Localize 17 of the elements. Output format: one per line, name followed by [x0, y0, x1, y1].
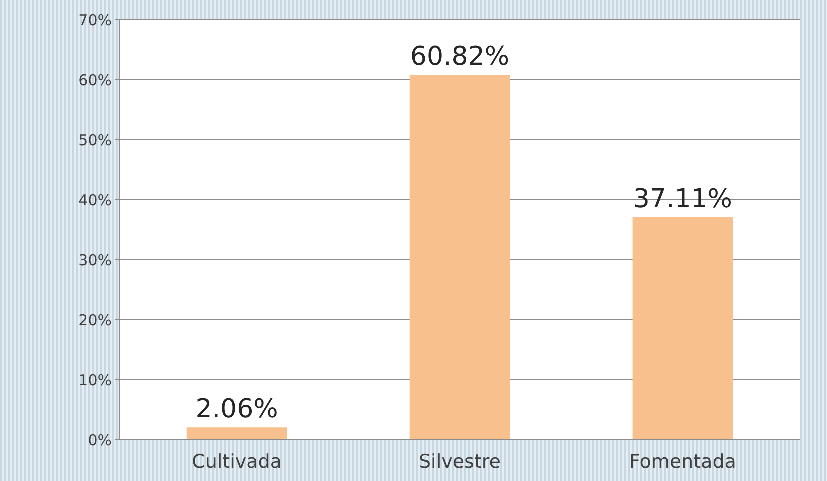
- bar: [186, 428, 288, 440]
- y-tick-label: 70%: [78, 11, 112, 30]
- x-tick-label: Silvestre: [419, 451, 501, 473]
- y-tick-label: 30%: [78, 251, 112, 270]
- y-tick-label: 60%: [78, 71, 112, 90]
- x-tick-label: Cultivada: [192, 451, 282, 473]
- bar: [632, 217, 734, 440]
- y-tick-label: 10%: [78, 371, 112, 390]
- y-tick-label: 50%: [78, 131, 112, 150]
- data-label: 60.82%: [410, 42, 510, 72]
- y-tick-label: 20%: [78, 311, 112, 330]
- y-tick-label: 0%: [88, 431, 112, 450]
- x-tick-label: Fomentada: [629, 451, 736, 473]
- data-label: 2.06%: [196, 394, 278, 425]
- bar: [410, 75, 510, 440]
- y-tick-label: 40%: [78, 191, 112, 210]
- data-label: 37.11%: [633, 184, 733, 214]
